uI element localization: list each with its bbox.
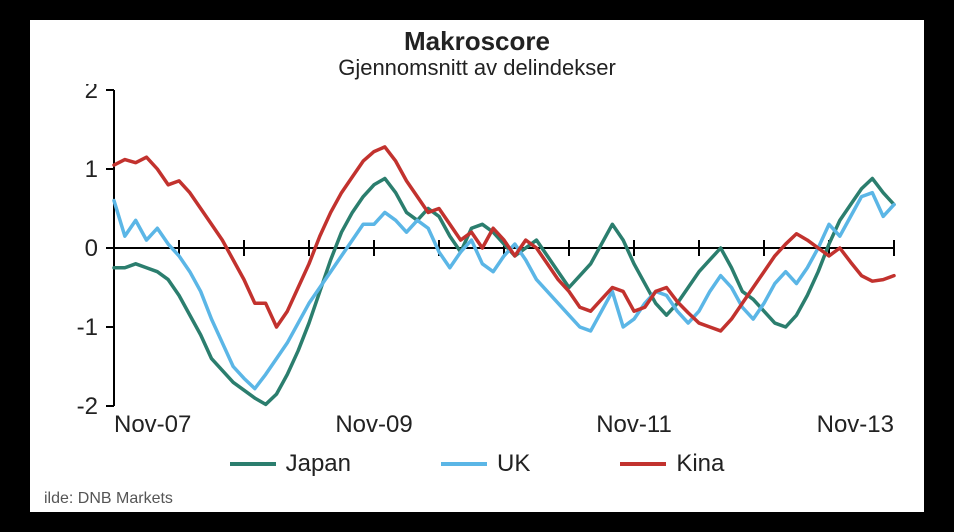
x-tick-label: Nov-07 [114,411,191,438]
legend-item-uk: UK [441,450,530,478]
series-japan [114,178,894,404]
y-tick-label: 0 [85,235,98,262]
series-uk [114,193,894,389]
x-tick-label: Nov-13 [817,411,894,438]
legend-item-japan: Japan [230,450,351,478]
line-chart-svg: -2 -1 0 1 2 Nov-07 Nov-09 Nov-11 Nov-13 [50,84,904,442]
series-kina [114,147,894,331]
chart-subtitle: Gjennomsnitt av delindekser [30,55,924,81]
legend-swatch [230,462,276,466]
x-tick-label: Nov-11 [596,411,672,438]
legend-label: UK [497,450,530,478]
legend: Japan UK Kina [30,450,924,478]
legend-item-kina: Kina [620,450,724,478]
y-tick-label: 1 [85,156,98,183]
plot-area: -2 -1 0 1 2 Nov-07 Nov-09 Nov-11 Nov-13 [50,84,904,442]
legend-label: Japan [286,450,351,478]
x-tick-label: Nov-09 [335,411,412,438]
y-tick-label: -1 [77,314,98,341]
y-tick-label: -2 [77,393,98,420]
chart-title: Makroscore [30,26,924,57]
legend-swatch [620,462,666,466]
y-tick-label: 2 [85,84,98,104]
legend-swatch [441,462,487,466]
chart-frame: Makroscore Gjennomsnitt av delindekser -… [30,20,924,512]
legend-label: Kina [676,450,724,478]
source-label: ilde: DNB Markets [44,490,173,508]
